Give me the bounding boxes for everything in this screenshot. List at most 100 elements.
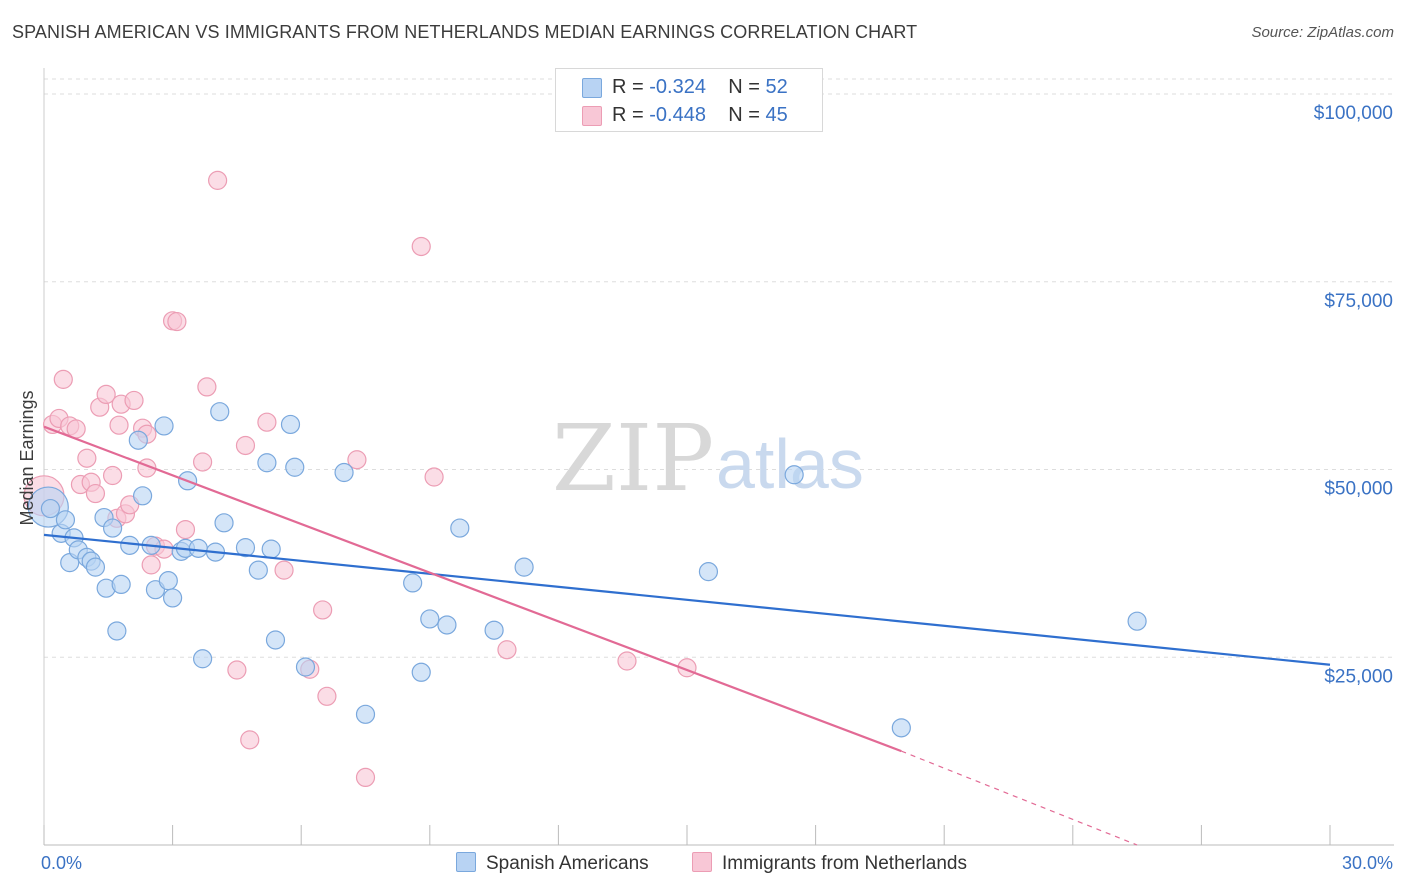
data-point — [53, 369, 73, 389]
x-tick-label: 0.0% — [41, 853, 82, 873]
data-point — [85, 557, 106, 577]
data-point — [214, 513, 234, 533]
data-point — [514, 557, 534, 577]
x-tick-labels: 0.0% 30.0% — [41, 853, 1393, 873]
data-point — [411, 662, 431, 682]
data-point — [235, 435, 256, 456]
data-point — [424, 467, 444, 487]
data-point — [403, 573, 423, 593]
data-point — [107, 621, 127, 641]
data-point — [784, 465, 804, 485]
legend-item-spanish: Spanish Americans — [456, 852, 649, 875]
legend-text: R = -0.324 N = 52 — [612, 76, 788, 99]
data-point — [261, 539, 281, 559]
data-point — [120, 535, 140, 555]
data-point — [102, 518, 123, 538]
data-point — [698, 562, 719, 582]
data-point — [437, 615, 457, 635]
legend-r-label: R = — [612, 76, 650, 98]
data-point — [420, 609, 440, 629]
data-point — [208, 170, 228, 190]
data-point — [102, 465, 123, 486]
trend-line-netherlands — [43, 425, 902, 753]
legend-swatch-blue — [456, 852, 476, 872]
data-point — [154, 416, 174, 436]
watermark-zip: ZIP — [552, 405, 714, 512]
data-point — [128, 430, 148, 450]
data-point — [411, 236, 431, 257]
data-point — [240, 730, 260, 750]
data-point — [334, 462, 354, 483]
data-point — [124, 390, 144, 411]
data-point — [295, 657, 316, 677]
legend-r-value: -0.324 — [649, 76, 706, 98]
stats-legend: R = -0.324 N = 52 R = -0.448 N = 45 — [555, 68, 823, 132]
data-point — [257, 412, 277, 432]
series-legend: Spanish Americans Immigrants from Nether… — [0, 852, 1406, 878]
legend-r-value: -0.448 — [649, 104, 706, 126]
x-tick-label: 30.0% — [1342, 853, 1393, 873]
chart-title: SPANISH AMERICAN VS IMMIGRANTS FROM NETH… — [12, 22, 918, 42]
data-point — [257, 453, 277, 473]
data-point — [55, 510, 76, 530]
legend-n-value: 52 — [765, 76, 788, 98]
data-point — [193, 452, 213, 472]
data-point — [891, 718, 911, 738]
data-point — [265, 630, 286, 650]
axes — [43, 68, 1394, 846]
data-point — [193, 649, 213, 669]
y-axis-label: Median Earnings — [17, 390, 37, 525]
data-point — [167, 311, 187, 332]
data-point — [484, 620, 504, 640]
series-netherlands-points — [23, 170, 697, 788]
series-spanish-points — [27, 402, 1147, 738]
y-tick-label: $50,000 — [1324, 479, 1393, 500]
data-point — [210, 402, 230, 422]
legend-text: R = -0.448 N = 45 — [612, 104, 788, 127]
data-point — [132, 486, 153, 506]
data-point — [280, 414, 301, 435]
data-point — [274, 560, 294, 580]
data-point — [1127, 611, 1147, 631]
trend-line-netherlands-extension — [901, 750, 1138, 846]
legend-item-netherlands: Immigrants from Netherlands — [692, 852, 967, 875]
y-tick-label: $25,000 — [1324, 666, 1393, 687]
data-point — [141, 555, 161, 575]
data-point — [355, 704, 376, 724]
trend-lines — [43, 425, 1331, 846]
trend-line-spanish — [43, 533, 1331, 666]
data-point — [77, 448, 97, 468]
data-point — [313, 600, 333, 620]
source-label: Source: ZipAtlas.com — [1251, 24, 1394, 41]
y-tick-label: $75,000 — [1324, 291, 1393, 312]
legend-row-netherlands: R = -0.448 N = 45 — [556, 101, 822, 131]
data-point — [109, 415, 129, 435]
data-point — [227, 660, 247, 680]
data-point — [248, 560, 268, 580]
data-point — [85, 483, 106, 504]
data-point — [158, 571, 178, 591]
data-point — [285, 457, 305, 477]
legend-swatch-blue — [582, 78, 602, 98]
data-point — [235, 538, 256, 558]
watermark-atlas: atlas — [716, 425, 864, 503]
data-point — [163, 588, 183, 608]
legend-n-value: 45 — [765, 104, 788, 126]
data-point — [317, 686, 337, 706]
data-point — [188, 538, 208, 558]
legend-n-label: N = — [728, 104, 766, 126]
legend-n-label: N = — [728, 76, 766, 98]
y-tick-labels: $25,000 $50,000 $75,000 $100,000 — [1314, 103, 1393, 687]
data-point — [96, 384, 116, 405]
data-point — [197, 377, 217, 397]
y-tick-label: $100,000 — [1314, 103, 1393, 124]
data-point — [497, 640, 517, 660]
data-point — [450, 518, 470, 538]
legend-label-netherlands: Immigrants from Netherlands — [722, 853, 967, 874]
data-point — [40, 498, 61, 519]
legend-row-spanish: R = -0.324 N = 52 — [556, 73, 822, 103]
data-point — [111, 574, 131, 595]
data-point — [355, 767, 376, 788]
data-point — [175, 519, 196, 540]
